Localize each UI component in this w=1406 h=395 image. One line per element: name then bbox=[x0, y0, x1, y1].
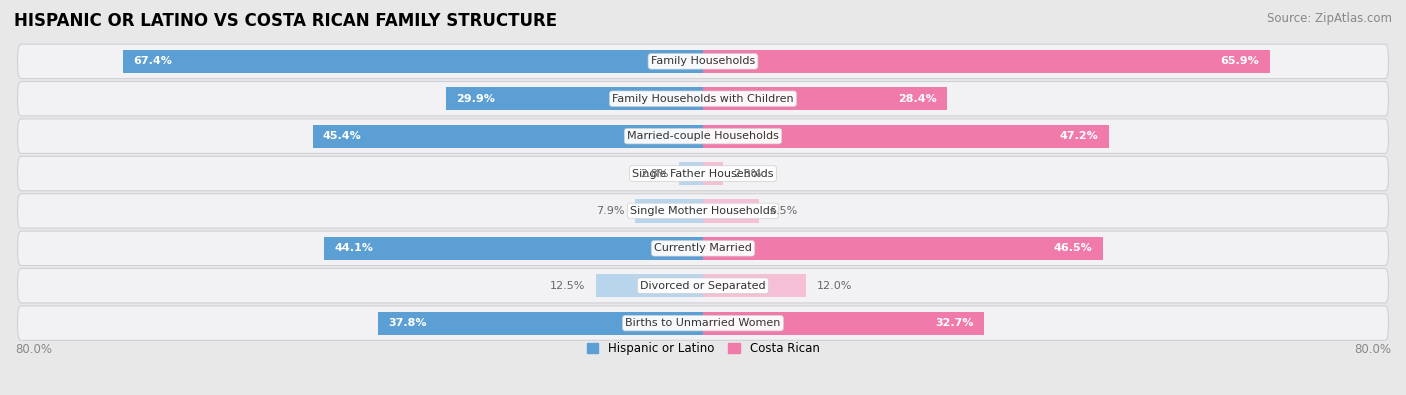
Text: 6.5%: 6.5% bbox=[769, 206, 797, 216]
Text: 7.9%: 7.9% bbox=[596, 206, 624, 216]
Text: 28.4%: 28.4% bbox=[898, 94, 936, 104]
Legend: Hispanic or Latino, Costa Rican: Hispanic or Latino, Costa Rican bbox=[582, 337, 824, 360]
Text: 80.0%: 80.0% bbox=[1354, 342, 1391, 356]
Bar bbox=[596, 274, 703, 297]
Text: Family Households with Children: Family Households with Children bbox=[612, 94, 794, 104]
Text: 80.0%: 80.0% bbox=[15, 342, 52, 356]
Text: 29.9%: 29.9% bbox=[456, 94, 495, 104]
Text: 2.3%: 2.3% bbox=[733, 169, 762, 179]
Bar bbox=[378, 312, 703, 335]
FancyBboxPatch shape bbox=[18, 194, 1388, 228]
Bar bbox=[703, 199, 759, 222]
Bar bbox=[679, 162, 703, 185]
Bar bbox=[703, 87, 948, 110]
Text: 32.7%: 32.7% bbox=[935, 318, 974, 328]
Text: 12.5%: 12.5% bbox=[550, 281, 585, 291]
Bar bbox=[323, 237, 703, 260]
Bar bbox=[703, 237, 1102, 260]
Text: Single Father Households: Single Father Households bbox=[633, 169, 773, 179]
Text: 37.8%: 37.8% bbox=[388, 318, 427, 328]
Bar bbox=[703, 162, 723, 185]
Bar bbox=[703, 312, 984, 335]
FancyBboxPatch shape bbox=[18, 231, 1388, 265]
FancyBboxPatch shape bbox=[18, 269, 1388, 303]
Text: Single Mother Households: Single Mother Households bbox=[630, 206, 776, 216]
FancyBboxPatch shape bbox=[18, 306, 1388, 340]
FancyBboxPatch shape bbox=[18, 119, 1388, 153]
Text: Divorced or Separated: Divorced or Separated bbox=[640, 281, 766, 291]
Text: Births to Unmarried Women: Births to Unmarried Women bbox=[626, 318, 780, 328]
Text: 2.8%: 2.8% bbox=[640, 169, 669, 179]
Text: 65.9%: 65.9% bbox=[1220, 56, 1260, 66]
Text: 67.4%: 67.4% bbox=[134, 56, 173, 66]
Text: 12.0%: 12.0% bbox=[817, 281, 852, 291]
Text: 47.2%: 47.2% bbox=[1060, 131, 1098, 141]
Text: Family Households: Family Households bbox=[651, 56, 755, 66]
Text: 44.1%: 44.1% bbox=[335, 243, 373, 253]
Bar bbox=[636, 199, 703, 222]
FancyBboxPatch shape bbox=[18, 44, 1388, 79]
Text: 46.5%: 46.5% bbox=[1054, 243, 1092, 253]
Text: HISPANIC OR LATINO VS COSTA RICAN FAMILY STRUCTURE: HISPANIC OR LATINO VS COSTA RICAN FAMILY… bbox=[14, 12, 557, 30]
Text: 45.4%: 45.4% bbox=[323, 131, 361, 141]
Bar bbox=[124, 50, 703, 73]
Text: Source: ZipAtlas.com: Source: ZipAtlas.com bbox=[1267, 12, 1392, 25]
FancyBboxPatch shape bbox=[18, 81, 1388, 116]
Bar bbox=[703, 124, 1109, 148]
Text: Currently Married: Currently Married bbox=[654, 243, 752, 253]
Text: Married-couple Households: Married-couple Households bbox=[627, 131, 779, 141]
Bar bbox=[703, 274, 806, 297]
Bar bbox=[703, 50, 1270, 73]
Bar bbox=[446, 87, 703, 110]
FancyBboxPatch shape bbox=[18, 156, 1388, 191]
Bar bbox=[312, 124, 703, 148]
